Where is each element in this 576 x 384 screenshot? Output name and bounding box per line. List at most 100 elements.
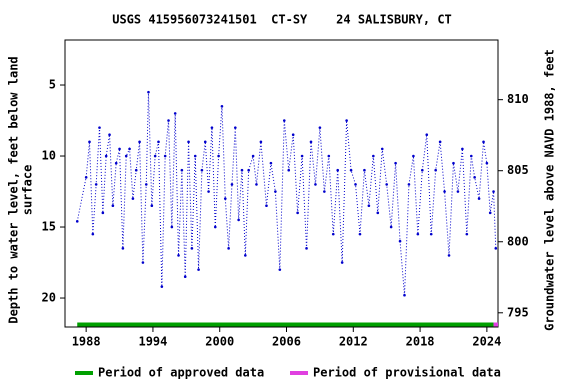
data-point [314,183,317,186]
data-point [287,168,291,172]
data-point [259,140,263,144]
x-tick-label: 2012 [339,335,368,349]
x-tick-label: 2006 [272,335,301,349]
chart-title: USGS 415956073241501 CT-SY 24 SALISBURY,… [112,13,452,27]
data-point [220,105,224,108]
data-point [323,190,326,193]
y2-tick-label: 805 [507,163,529,177]
data-point [118,147,121,151]
data-point [452,161,455,165]
data-point [138,140,141,144]
data-point [473,176,476,179]
data-point [177,254,180,257]
data-point [94,183,98,186]
data-point [187,140,190,144]
data-point [443,190,446,193]
data-point [389,225,393,229]
data-point [336,168,340,172]
data-point [230,183,234,186]
data-point [447,254,451,257]
data-point [167,119,170,122]
data-point [255,183,258,186]
x-tick-label: 2000 [205,335,234,349]
data-point [421,168,424,172]
data-point [153,154,157,158]
y-axis-label: Depth to water level, feet below land [7,56,21,323]
data-point [134,168,138,172]
data-point [207,190,210,193]
data-point [111,204,115,208]
data-point [485,161,489,165]
data-point [434,168,437,172]
data-point [108,133,111,137]
data-point [296,211,299,215]
data-point [98,126,101,129]
legend-label: Period of approved data [98,366,264,380]
x-tick-label: 2018 [406,335,435,349]
data-point [210,126,214,129]
data-point [340,261,344,264]
legend-label: Period of provisional data [313,366,501,380]
data-point [197,268,200,271]
data-point [124,154,128,158]
data-point [488,211,492,215]
data-point [376,211,380,215]
data-point [237,218,240,222]
data-point [157,140,160,144]
data-point [84,176,88,179]
data-point [327,154,331,158]
data-point [305,247,308,250]
data-point [160,285,164,288]
data-point [104,154,108,158]
data-point [183,275,187,279]
data-point [282,119,286,122]
data-point [456,190,460,193]
data-point [477,197,481,200]
data-point [131,197,135,200]
data-point [251,154,255,158]
y-tick-label: 15 [42,220,56,234]
data-point [223,197,227,200]
data-point [367,204,371,208]
data-point [345,119,348,122]
data-point [150,204,154,208]
data-point [278,268,282,271]
x-tick-label: 1994 [138,335,167,349]
y2-tick-label: 800 [507,234,529,248]
data-point [469,154,473,158]
y-tick-label: 10 [42,149,56,163]
data-point [354,183,357,186]
data-point [88,140,91,144]
data-point [144,183,148,186]
data-point [309,140,313,144]
data-point [412,154,415,158]
x-tick-label: 2024 [472,335,501,349]
data-point [147,90,150,94]
data-point [121,247,125,250]
data-point [385,183,388,186]
y-tick-label: 20 [42,291,56,305]
data-point [101,211,105,215]
data-point [425,133,429,137]
x-tick-label: 1988 [72,335,101,349]
y2-tick-label: 795 [507,305,529,319]
data-point [193,154,197,158]
data-point [163,154,167,158]
data-point [274,190,277,193]
data-point [227,247,230,250]
data-point [265,204,268,208]
data-point [75,220,79,223]
data-point [407,183,411,186]
data-point [203,140,207,144]
data-point [482,140,485,144]
data-point [269,161,273,165]
data-point [173,112,177,115]
data-point [141,261,145,264]
data-point [180,168,184,172]
data-point [91,232,95,236]
data-point [461,147,464,151]
data-point [240,168,244,172]
data-point [372,154,375,158]
data-point [363,168,366,172]
